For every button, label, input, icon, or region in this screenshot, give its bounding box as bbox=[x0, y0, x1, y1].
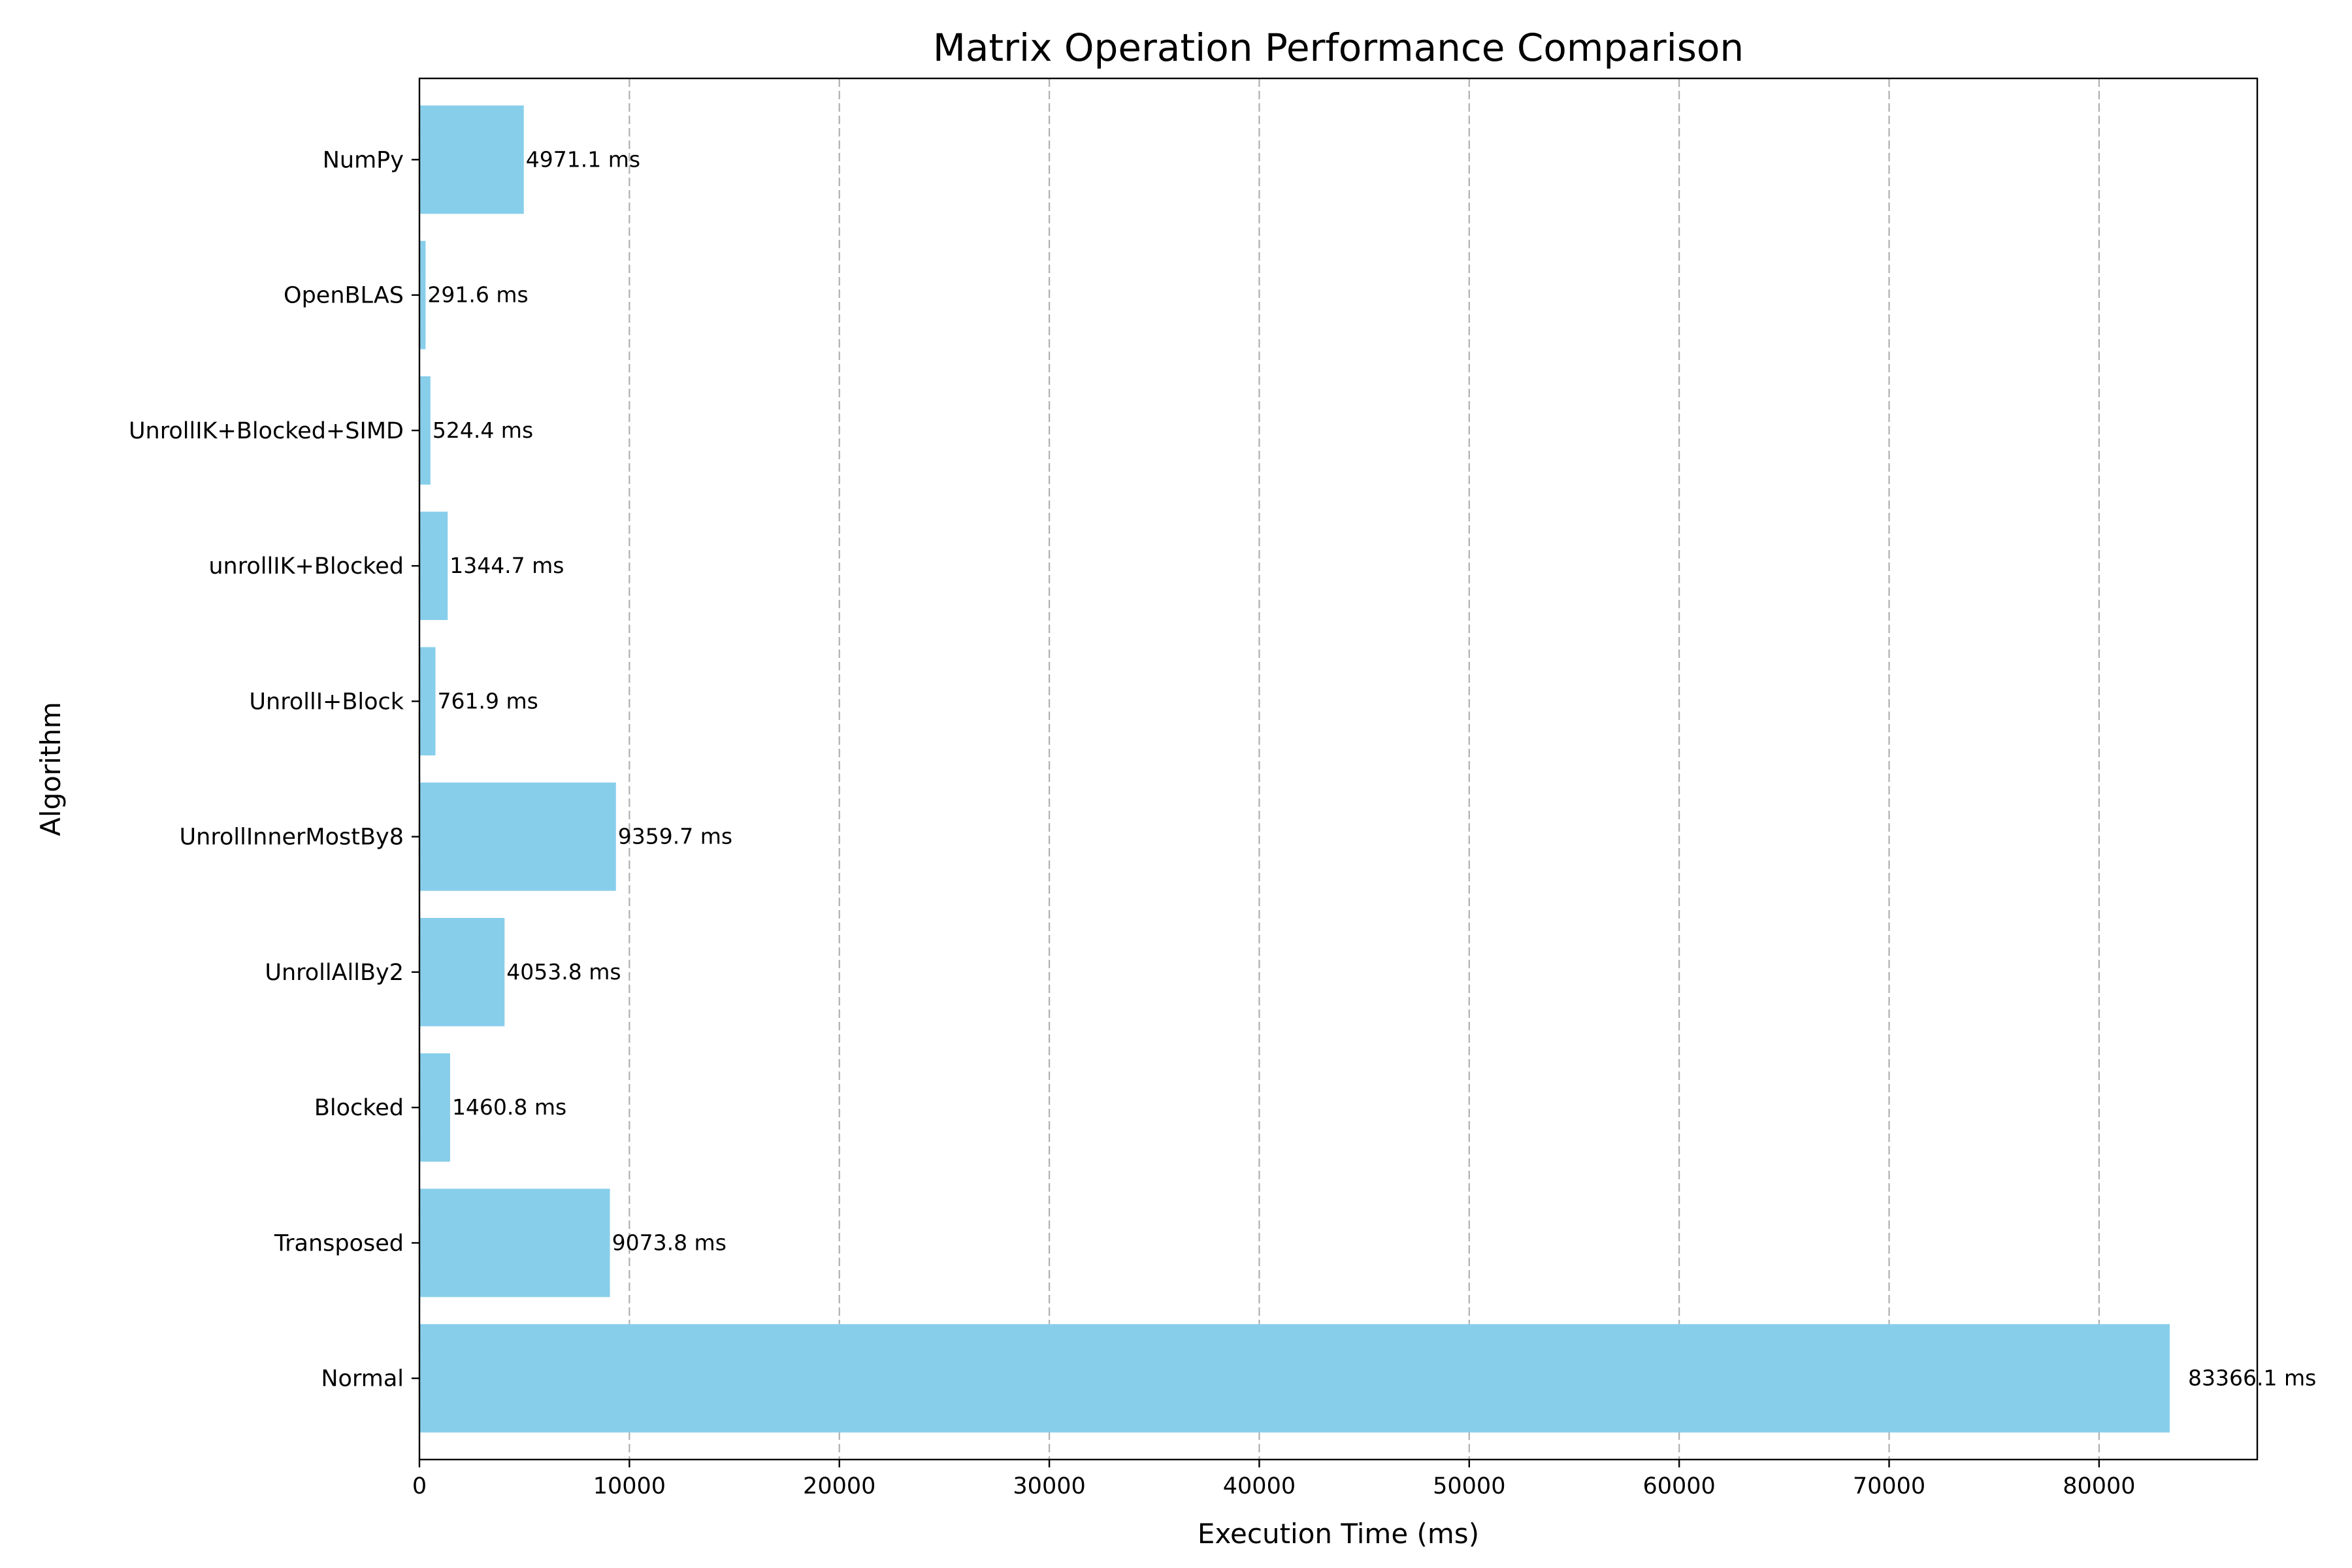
x-tick-label: 50000 bbox=[1433, 1473, 1505, 1499]
y-tick-label: UnrollI+Block bbox=[249, 689, 404, 715]
bar-value-label: 4971.1 ms bbox=[526, 146, 640, 172]
bar bbox=[419, 1188, 610, 1298]
bar bbox=[419, 105, 524, 214]
data-labels: 83366.1 ms 9073.8 ms 1460.8 ms 4053.8 ms 935… bbox=[427, 146, 2316, 1390]
bar bbox=[419, 376, 431, 485]
bar-value-label: 1344.7 ms bbox=[449, 553, 564, 578]
bar-value-label: 4053.8 ms bbox=[506, 959, 621, 985]
axes-frame bbox=[418, 77, 2259, 1461]
bars bbox=[419, 105, 2170, 1433]
plot-area-border bbox=[418, 77, 2259, 1461]
x-tick-label: 60000 bbox=[1642, 1473, 1715, 1499]
x-tick-label: 10000 bbox=[593, 1473, 666, 1499]
chart-title: Matrix Operation Performance Comparison bbox=[933, 25, 1744, 70]
x-axis-ticks: 0 10000 20000 30000 40000 50000 60000 70000 8000… bbox=[412, 1460, 2136, 1499]
y-tick-label: UnrollIK+Blocked+SIMD bbox=[129, 418, 404, 444]
bar bbox=[419, 240, 426, 350]
bar bbox=[419, 782, 616, 891]
bar-value-label: 761.9 ms bbox=[437, 688, 538, 713]
bar-value-label: 83366.1 ms bbox=[2188, 1365, 2316, 1391]
x-tick-label: 20000 bbox=[803, 1473, 875, 1499]
x-tick-label: 30000 bbox=[1013, 1473, 1085, 1499]
bar-value-label: 9359.7 ms bbox=[618, 824, 732, 849]
bar bbox=[419, 647, 436, 756]
y-tick-label: Transposed bbox=[274, 1230, 404, 1256]
x-tick-label: 70000 bbox=[1853, 1473, 1925, 1499]
bar-value-label: 524.4 ms bbox=[433, 417, 533, 443]
bar bbox=[419, 1324, 2170, 1433]
y-tick-label: OpenBLAS bbox=[284, 283, 404, 309]
bar-value-label: 1460.8 ms bbox=[452, 1094, 566, 1120]
bar bbox=[419, 917, 505, 1026]
x-axis-label: Execution Time (ms) bbox=[1198, 1518, 1479, 1550]
x-tick-label: 0 bbox=[412, 1473, 427, 1499]
y-tick-label: UnrollInnerMostBy8 bbox=[180, 825, 404, 851]
y-tick-label: Blocked bbox=[314, 1095, 404, 1121]
bar bbox=[419, 1053, 450, 1162]
y-axis-ticks: Normal Transposed Blocked UnrollAllBy2 Unrol… bbox=[129, 147, 419, 1392]
y-tick-label: NumPy bbox=[323, 147, 404, 173]
bar-value-label: 9073.8 ms bbox=[612, 1230, 727, 1255]
y-tick-label: Normal bbox=[321, 1366, 404, 1392]
y-tick-label: unrollIK+Blocked bbox=[208, 553, 404, 580]
bar-value-label: 291.6 ms bbox=[427, 282, 528, 308]
y-axis-label: Algorithm bbox=[35, 702, 67, 836]
y-tick-label: UnrollAllBy2 bbox=[265, 960, 404, 986]
x-tick-label: 40000 bbox=[1223, 1473, 1296, 1499]
x-tick-label: 80000 bbox=[2063, 1473, 2135, 1499]
bar bbox=[419, 512, 448, 621]
